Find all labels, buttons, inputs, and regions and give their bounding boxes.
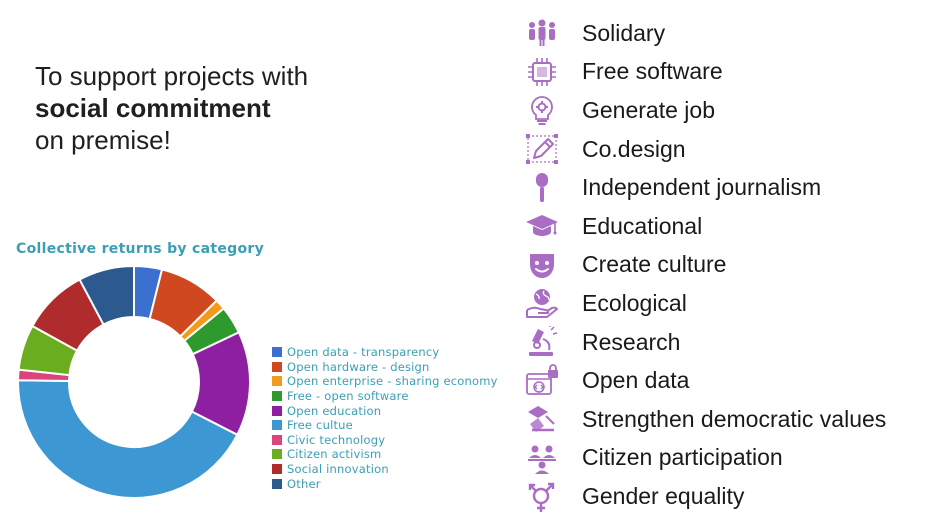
feature-label: Educational [582,212,703,239]
feature-label: Free software [582,58,723,85]
feature-item: Free software [524,53,886,92]
legend-label: Free - open software [287,389,409,404]
citizens-icon [524,441,560,475]
legend-label: Open education [287,403,382,418]
feature-label: Open data [582,367,690,394]
legend-item: Free - open software [272,389,498,404]
legend-swatch [272,376,282,387]
legend-item: Open enterprise - sharing economy [272,374,498,389]
donut-slice-5 [17,379,239,499]
donut-chart [16,264,251,499]
legend-item: Open hardware - design [272,360,498,375]
graduation-cap-icon [524,209,560,243]
feature-item: Generate job [524,91,886,130]
legend-label: Open enterprise - sharing economy [287,374,498,389]
feature-label: Independent journalism [582,174,822,201]
legend-label: Citizen activism [287,447,382,462]
legend-label: Other [287,476,321,491]
feature-item: Create culture [524,246,886,285]
feature-label: Citizen participation [582,444,783,471]
feature-item: Citizen participation [524,439,886,478]
legend-item: Other [272,476,498,491]
feature-item: Ecological [524,284,886,323]
legend-swatch [272,347,282,358]
feature-label: Solidary [582,19,666,46]
legend-swatch [272,405,282,416]
legend-label: Social innovation [287,462,389,477]
legend-swatch [272,420,282,431]
legend-item: Open data - transparency [272,345,498,360]
feature-item: Research [524,323,886,362]
microphone-icon [524,171,560,205]
headline-line-1: To support projects with [35,61,309,91]
lightbulb-gear-icon [524,93,560,127]
legend-swatch [272,391,282,402]
legend-item: Citizen activism [272,447,498,462]
feature-item: Gender equality [524,477,886,516]
people-group-icon [524,16,560,50]
feature-item: Educational [524,207,886,246]
legend-item: Civic technology [272,433,498,448]
code-lock-icon [524,363,560,398]
feature-item: Co.design [524,130,886,169]
headline-line-3: on premise! [35,125,171,155]
chart-title: Collective returns by category [16,241,265,257]
chart-legend: Open data - transparency Open hardware - … [272,345,498,491]
feature-label: Strengthen democratic values [582,405,887,432]
legend-swatch [272,478,282,489]
legend-item: Open education [272,403,498,418]
feature-item: Open data [524,361,886,400]
feature-label: Generate job [582,96,715,123]
ballot-icon [524,402,560,436]
feature-item: Strengthen democratic values [524,400,886,439]
pencil-icon [524,132,560,166]
headline-line-2: social commitment [35,93,271,123]
feature-item: Solidary [524,14,886,53]
feature-label: Gender equality [582,482,745,509]
legend-label: Open hardware - design [287,359,430,374]
theater-mask-icon [524,248,560,282]
chip-icon [524,55,560,89]
feature-list: Solidary Free software Generate job Co.d… [524,14,886,516]
donut-slice-9 [78,264,135,326]
microscope-icon [524,325,560,359]
legend-swatch [272,434,282,445]
feature-label: Create culture [582,251,727,278]
legend-swatch [272,464,282,475]
legend-label: Open data - transparency [287,345,440,360]
headline: To support projects with social commitme… [35,60,415,156]
hand-globe-icon [524,286,560,320]
legend-item: Social innovation [272,462,498,477]
gender-icon [524,479,560,513]
legend-label: Civic technology [287,432,386,447]
legend-swatch [272,361,282,372]
feature-label: Ecological [582,289,687,316]
legend-swatch [272,449,282,460]
feature-label: Co.design [582,135,686,162]
legend-label: Free cultue [287,418,353,433]
feature-item: Independent journalism [524,168,886,207]
legend-item: Free cultue [272,418,498,433]
feature-label: Research [582,328,681,355]
